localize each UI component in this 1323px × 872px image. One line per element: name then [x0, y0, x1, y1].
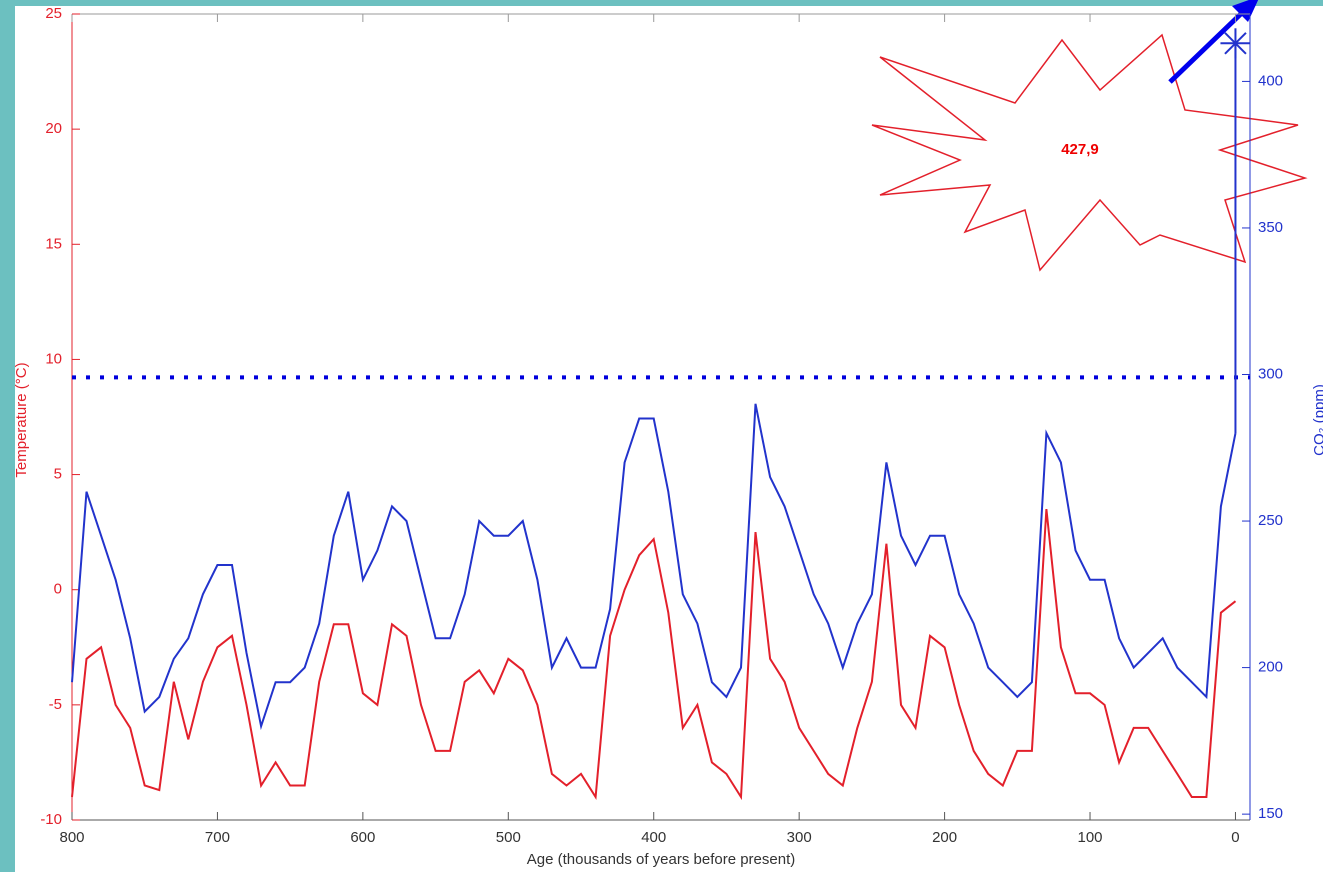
x-tick-label: 800	[59, 829, 84, 846]
y-tick-label: 5	[54, 466, 62, 483]
asterisk-stroke	[1224, 32, 1247, 55]
y-tick-label: -5	[49, 696, 62, 713]
y2-tick-label: 350	[1258, 219, 1283, 236]
y2-tick-label: 150	[1258, 805, 1283, 822]
x-tick-label: 300	[787, 829, 812, 846]
y2-tick-label: 300	[1258, 365, 1283, 382]
y2-tick-label: 250	[1258, 512, 1283, 529]
y-tick-label: -10	[40, 811, 62, 828]
y-tick-label: 15	[45, 235, 62, 252]
current-marker	[1220, 28, 1251, 59]
arrow-head	[1232, 0, 1259, 22]
starburst	[871, 33, 1308, 272]
y-tick-label: 10	[45, 350, 62, 367]
x-tick-label: 500	[496, 829, 521, 846]
x-axis-label: Age (thousands of years before present)	[527, 851, 796, 868]
x-tick-label: 0	[1231, 829, 1239, 846]
arrow	[1168, 6, 1249, 84]
x-tick-label: 600	[350, 829, 375, 846]
series-line	[71, 508, 1237, 801]
y2-tick-label: 400	[1258, 72, 1283, 89]
y-tick-label: 25	[45, 5, 62, 22]
x-tick-label: 700	[205, 829, 230, 846]
series-line	[71, 403, 1237, 731]
annotation: 427,9	[1061, 141, 1099, 158]
y2-tick-label: 200	[1258, 659, 1283, 676]
y-axis-label: Temperature (°C)	[13, 362, 30, 477]
x-tick-label: 200	[932, 829, 957, 846]
y-tick-label: 20	[45, 120, 62, 137]
y-tick-label: 0	[54, 581, 62, 598]
y2-axis-label: CO₂ (ppm)	[1311, 384, 1323, 456]
x-tick-label: 400	[641, 829, 666, 846]
x-tick-label: 100	[1078, 829, 1103, 846]
